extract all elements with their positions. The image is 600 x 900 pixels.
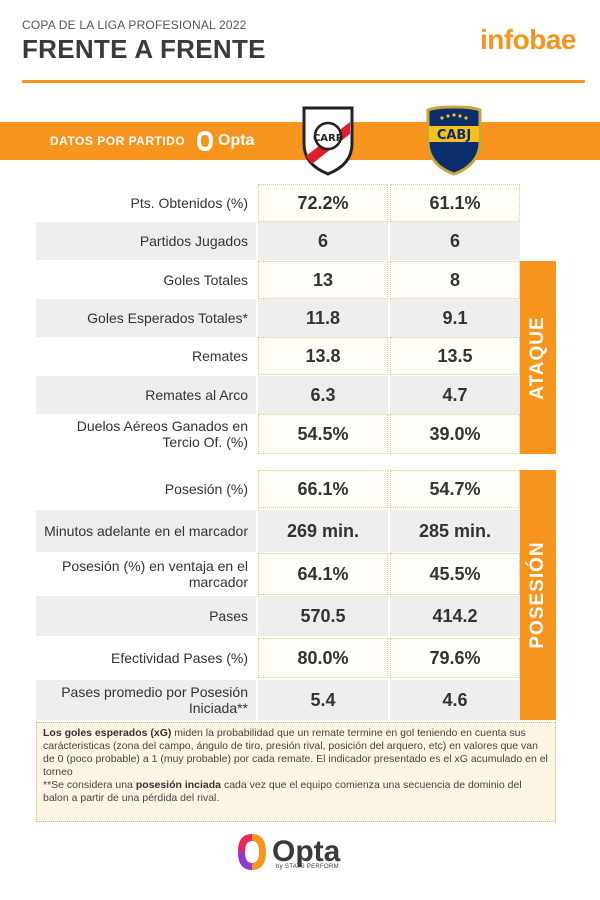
stat-label: Pases promedio por Posesión Iniciada** bbox=[36, 680, 256, 720]
river-value: 54.5% bbox=[258, 414, 388, 454]
stat-label: Pases bbox=[36, 596, 256, 636]
boca-value: 285 min. bbox=[390, 510, 520, 552]
header: COPA DE LA LIGA PROFESIONAL 2022 FRENTE … bbox=[0, 0, 600, 83]
stat-label: Remates al Arco bbox=[36, 376, 256, 414]
stat-row-goals: Goles Totales 13 8 bbox=[36, 261, 520, 299]
boca-crest-text: CABJ bbox=[437, 128, 471, 143]
boca-value: 6 bbox=[390, 222, 520, 260]
section-label-attack: ATAQUE bbox=[527, 315, 548, 400]
footnote-xg: Los goles esperados (xG) miden la probab… bbox=[43, 727, 548, 778]
boca-value: 13.5 bbox=[390, 337, 520, 375]
river-value: 72.2% bbox=[258, 184, 388, 222]
footnote-possession: **Se considera una posesión inciada cada… bbox=[43, 779, 522, 804]
stat-label: Goles Esperados Totales* bbox=[36, 299, 256, 337]
boca-value: 54.7% bbox=[390, 470, 520, 508]
opta-logo: Opta by STATS PERFORM bbox=[236, 832, 340, 872]
section-tab-possession: POSESIÓN bbox=[520, 470, 556, 720]
stat-label: Minutos adelante en el marcador bbox=[36, 510, 256, 552]
boca-value: 45.5% bbox=[390, 553, 520, 595]
boca-value: 4.6 bbox=[390, 680, 520, 720]
stat-label: Partidos Jugados bbox=[36, 222, 256, 260]
stat-label: Posesión (%) bbox=[164, 481, 248, 497]
section-label-possession: POSESIÓN bbox=[527, 541, 548, 649]
opta-wordmark: Opta bbox=[272, 835, 341, 868]
stat-label: Pts. Obtenidos (%) bbox=[130, 195, 249, 211]
river-value: 5.4 bbox=[258, 680, 388, 720]
footnote: Los goles esperados (xG) miden la probab… bbox=[36, 722, 556, 822]
stat-row-pass-accuracy: Efectividad Pases (%) 80.0% 79.6% bbox=[36, 638, 520, 678]
boca-value: 61.1% bbox=[390, 184, 520, 222]
kicker: COPA DE LA LIGA PROFESIONAL 2022 bbox=[22, 18, 247, 32]
band-label: DATOS POR PARTIDO bbox=[50, 134, 186, 148]
stat-label: Efectividad Pases (%) bbox=[111, 650, 248, 666]
stat-row-matches: Partidos Jugados 6 6 bbox=[36, 222, 520, 260]
boca-value: 79.6% bbox=[390, 638, 520, 678]
river-crest-text: CARP bbox=[313, 133, 343, 144]
river-value: 6 bbox=[258, 222, 388, 260]
stat-row-passes-per-possession: Pases promedio por Posesión Iniciada** 5… bbox=[36, 680, 520, 720]
stat-label: Posesión (%) en ventaja en el marcador bbox=[62, 558, 248, 590]
boca-value: 39.0% bbox=[390, 414, 520, 454]
opta-label: Opta bbox=[218, 132, 255, 149]
section-tab-attack: ATAQUE bbox=[520, 261, 556, 454]
river-plate-crest: CARP bbox=[300, 104, 356, 181]
river-value: 269 min. bbox=[258, 510, 388, 552]
stat-row-points: Pts. Obtenidos (%) 72.2% 61.1% bbox=[36, 184, 520, 222]
infobae-logo[interactable]: infobae bbox=[479, 24, 577, 55]
river-value: 13 bbox=[258, 261, 388, 299]
boca-juniors-crest: CABJ bbox=[424, 104, 484, 181]
stat-row-possession: Posesión (%) 66.1% 54.7% bbox=[36, 470, 520, 508]
river-value: 13.8 bbox=[258, 337, 388, 375]
stat-label: Remates bbox=[191, 348, 248, 364]
stat-label: Goles Totales bbox=[163, 272, 248, 288]
stat-label: Duelos Aéreos Ganados en Tercio Of. (%) bbox=[76, 418, 248, 450]
river-value: 66.1% bbox=[258, 470, 388, 508]
stat-row-aerial-duels: Duelos Aéreos Ganados en Tercio Of. (%) … bbox=[36, 414, 520, 454]
data-band: DATOS POR PARTIDO Opta bbox=[0, 122, 600, 160]
page-title: FRENTE A FRENTE bbox=[22, 34, 266, 64]
boca-value: 414.2 bbox=[390, 596, 520, 636]
stat-row-possession-ahead: Posesión (%) en ventaja en el marcador 6… bbox=[36, 553, 520, 595]
stat-row-minutes-ahead: Minutos adelante en el marcador 269 min.… bbox=[36, 510, 520, 552]
opta-badge: Opta bbox=[196, 128, 254, 154]
river-value: 64.1% bbox=[258, 553, 388, 595]
opta-subtitle: by STATS PERFORM bbox=[276, 864, 339, 870]
opta-icon bbox=[238, 834, 266, 870]
river-value: 6.3 bbox=[258, 376, 388, 414]
river-value: 80.0% bbox=[258, 638, 388, 678]
header-divider bbox=[22, 80, 585, 83]
stat-row-shots-on-target: Remates al Arco 6.3 4.7 bbox=[36, 376, 520, 414]
boca-value: 9.1 bbox=[390, 299, 520, 337]
opta-icon bbox=[197, 131, 213, 151]
stat-row-passes: Pases 570.5 414.2 bbox=[36, 596, 520, 636]
stat-row-shots: Remates 13.8 13.5 bbox=[36, 337, 520, 375]
river-value: 11.8 bbox=[258, 299, 388, 337]
stat-row-xg: Goles Esperados Totales* 11.8 9.1 bbox=[36, 299, 520, 337]
river-value: 570.5 bbox=[258, 596, 388, 636]
boca-value: 4.7 bbox=[390, 376, 520, 414]
boca-value: 8 bbox=[390, 261, 520, 299]
